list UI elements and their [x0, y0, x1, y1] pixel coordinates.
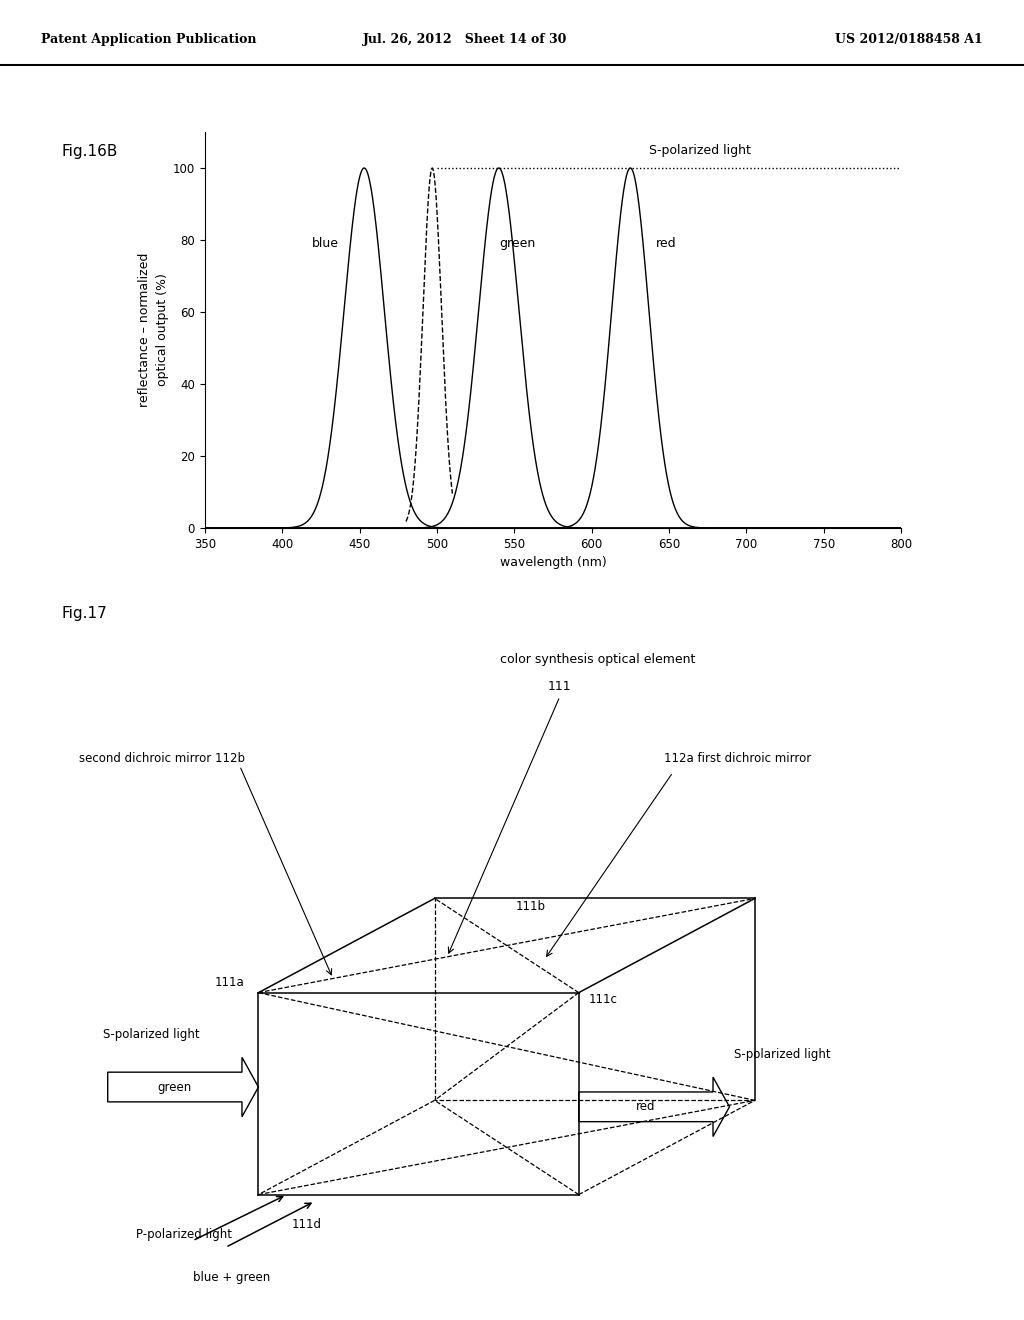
- Text: green: green: [500, 238, 536, 251]
- Y-axis label: reflectance – normalized
optical output (%): reflectance – normalized optical output …: [137, 253, 169, 407]
- Text: S-polarized light: S-polarized light: [649, 144, 751, 157]
- Text: 111c: 111c: [588, 993, 617, 1006]
- Text: red: red: [636, 1101, 655, 1113]
- Text: US 2012/0188458 A1: US 2012/0188458 A1: [836, 33, 983, 46]
- Text: Patent Application Publication: Patent Application Publication: [41, 33, 256, 46]
- Text: blue: blue: [312, 238, 339, 251]
- Text: 111d: 111d: [292, 1217, 322, 1230]
- Text: Fig.16B: Fig.16B: [61, 144, 118, 160]
- Text: red: red: [655, 238, 676, 251]
- X-axis label: wavelength (nm): wavelength (nm): [500, 556, 606, 569]
- Text: 111a: 111a: [215, 977, 245, 990]
- Text: 111: 111: [548, 680, 571, 693]
- Text: S-polarized light: S-polarized light: [103, 1028, 200, 1040]
- Text: second dichroic mirror 112b: second dichroic mirror 112b: [80, 752, 246, 766]
- Text: Jul. 26, 2012   Sheet 14 of 30: Jul. 26, 2012 Sheet 14 of 30: [362, 33, 567, 46]
- Text: color synthesis optical element: color synthesis optical element: [500, 653, 695, 667]
- Text: 112a first dichroic mirror: 112a first dichroic mirror: [664, 752, 811, 766]
- Text: Fig.17: Fig.17: [61, 606, 108, 622]
- Text: 111b: 111b: [516, 899, 546, 912]
- Polygon shape: [108, 1057, 258, 1117]
- Polygon shape: [579, 1077, 729, 1137]
- Text: blue + green: blue + green: [193, 1271, 269, 1283]
- Text: P-polarized light: P-polarized light: [136, 1228, 232, 1241]
- Text: green: green: [158, 1081, 191, 1093]
- Text: S-polarized light: S-polarized light: [734, 1048, 830, 1060]
